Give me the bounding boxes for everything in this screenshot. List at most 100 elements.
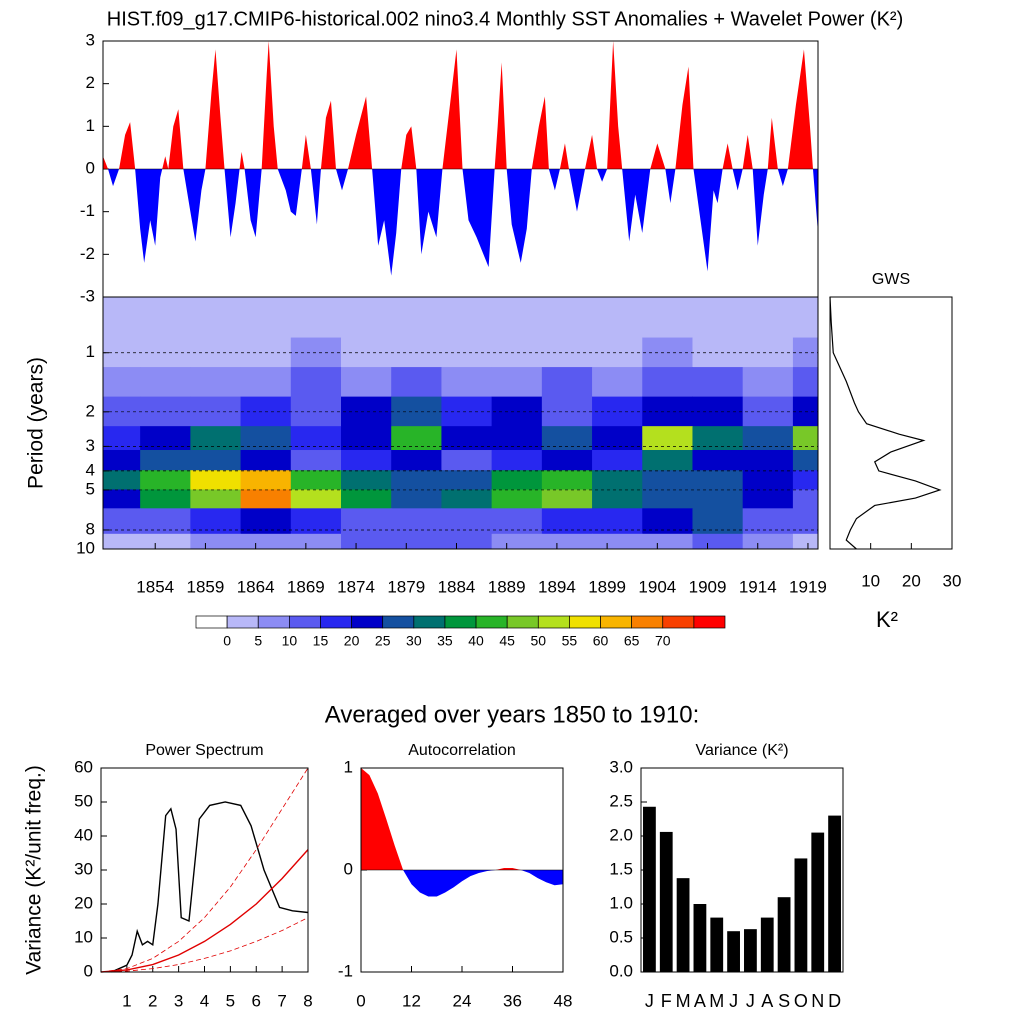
- power-cell: [742, 426, 794, 451]
- power-cell: [340, 470, 392, 490]
- bar: [710, 917, 724, 972]
- x-tick-label: J: [746, 991, 755, 1011]
- colorbar-label: 50: [531, 633, 547, 649]
- y-tick-label: 3: [86, 436, 95, 455]
- x-tick-label: 8: [303, 991, 312, 1010]
- power-cell: [491, 489, 543, 509]
- power-cell: [391, 367, 442, 398]
- x-tick-label: A: [761, 991, 773, 1011]
- y-tick-label: 1.0: [609, 893, 633, 912]
- y-tick-label: 0.0: [609, 961, 633, 980]
- x-tick-label: 2: [148, 991, 157, 1010]
- y-tick-label: -2: [80, 244, 95, 263]
- power-cell: [290, 450, 342, 471]
- x-tick-label: 1914: [739, 577, 777, 596]
- power-cell: [441, 367, 493, 398]
- x-tick-label: 10: [861, 571, 880, 590]
- power-cell: [491, 307, 543, 339]
- colorbar-label: 25: [375, 633, 391, 649]
- x-tick-label: 1869: [287, 577, 325, 596]
- figure-title: HIST.f09_g17.CMIP6-historical.002 nino3.…: [107, 8, 903, 30]
- power-cell: [290, 489, 342, 509]
- colorbar-box: [600, 615, 632, 629]
- power-cell: [391, 450, 442, 471]
- x-tick-label: 1909: [689, 577, 727, 596]
- power-cell: [103, 470, 141, 490]
- positive-area: [103, 41, 818, 169]
- power-cell: [391, 307, 442, 339]
- y-tick-label: 30: [74, 859, 93, 878]
- power-cell: [642, 489, 693, 509]
- power-cell: [592, 533, 643, 550]
- power-cell: [692, 508, 744, 535]
- power-cell: [541, 426, 593, 451]
- y-tick-label: 5: [86, 479, 95, 498]
- y-tick-label: -1: [80, 201, 95, 220]
- power-cell: [290, 307, 342, 339]
- spectrum-line: [100, 917, 309, 973]
- bar: [659, 831, 673, 972]
- panel-title: Autocorrelation: [408, 742, 516, 759]
- colorbar-box: [289, 615, 321, 629]
- power-cell: [642, 426, 693, 451]
- x-tick-label: 12: [402, 991, 421, 1010]
- power-cell: [642, 307, 693, 339]
- power-cell: [642, 533, 693, 550]
- colorbar-box: [569, 615, 601, 629]
- power-cell: [441, 337, 493, 368]
- colorbar-label: 10: [282, 633, 298, 649]
- negative-area: [103, 169, 818, 276]
- power-cell: [441, 396, 493, 427]
- power-cell: [140, 307, 191, 339]
- x-tick-label: M: [709, 991, 724, 1011]
- power-cell: [441, 307, 493, 339]
- x-tick-label: D: [828, 991, 841, 1011]
- colorbar-box: [662, 615, 695, 629]
- power-cell: [290, 297, 342, 309]
- x-tick-label: 5: [226, 991, 235, 1010]
- plot-frame: [100, 767, 309, 973]
- power-cell: [592, 307, 643, 339]
- power-cell: [592, 337, 643, 368]
- power-cell: [140, 367, 191, 398]
- y-tick-label: 0: [84, 961, 93, 980]
- x-tick-label: 1899: [588, 577, 626, 596]
- y-tick-label: 1: [344, 757, 353, 776]
- power-cell: [190, 489, 242, 509]
- power-cell: [692, 367, 744, 398]
- gws-line: [829, 296, 942, 550]
- power-cell: [742, 367, 794, 398]
- x-tick-label: N: [811, 991, 824, 1011]
- power-cell: [290, 426, 342, 451]
- x-tick-label: J: [645, 991, 654, 1011]
- y-tick-label: 2.5: [609, 791, 633, 810]
- bar: [676, 878, 690, 972]
- plot-frame: [102, 296, 819, 550]
- power-cell: [491, 470, 543, 490]
- power-cell: [742, 450, 794, 471]
- x-tick-label: 1: [122, 991, 131, 1010]
- power-cell: [792, 470, 819, 490]
- power-cell: [441, 489, 493, 509]
- power-cell: [441, 508, 493, 535]
- power-cell: [541, 307, 593, 339]
- power-cell: [491, 533, 543, 550]
- bar: [760, 917, 774, 972]
- x-tick-label: 1884: [438, 577, 476, 596]
- power-cell: [792, 508, 819, 535]
- power-cell: [642, 450, 693, 471]
- bar: [828, 815, 841, 972]
- power-cell: [190, 297, 242, 309]
- bar: [643, 806, 656, 972]
- colorbar-label: 60: [593, 633, 609, 649]
- y-tick-label: 1: [86, 342, 95, 361]
- power-cell: [692, 489, 744, 509]
- power-cell: [592, 508, 643, 535]
- power-cell: [240, 426, 292, 451]
- power-cell: [541, 450, 593, 471]
- y-tick-label: 20: [74, 893, 93, 912]
- power-cell: [190, 426, 242, 451]
- x-tick-label: 1864: [237, 577, 275, 596]
- colorbar-label: 30: [406, 633, 422, 649]
